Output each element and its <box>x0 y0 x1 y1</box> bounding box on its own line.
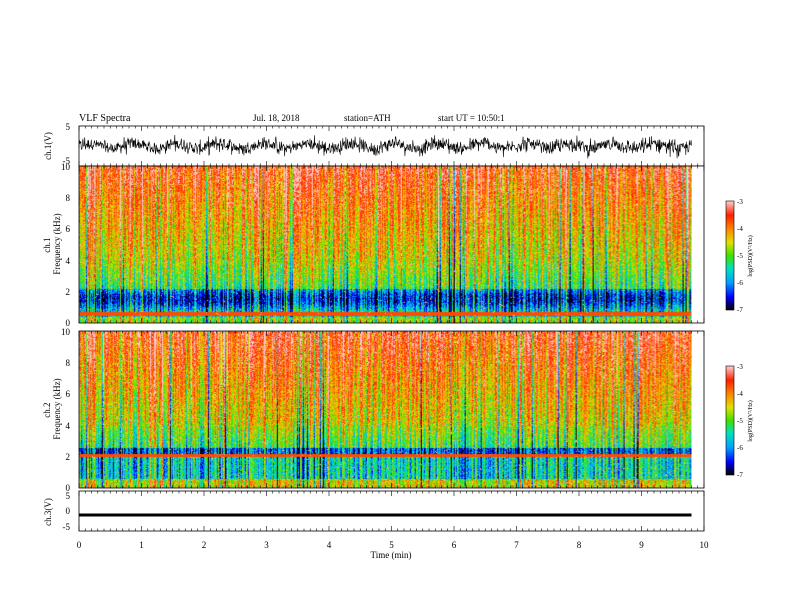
ch1-ytick-bottom: -5 <box>63 156 71 166</box>
x-tick-label: 5 <box>389 540 394 550</box>
ch2-ytick: 2 <box>66 452 71 462</box>
ch2-ylabel-line2: Frequency (kHz) <box>52 378 62 439</box>
panel-ch2-spectrogram: 0 2 4 6 8 10 ch.2 Frequency (kHz) -3 -4 … <box>42 327 754 493</box>
ch2-colorbar <box>725 365 735 476</box>
x-tick-label: 10 <box>700 540 710 550</box>
x-tick-label: 2 <box>202 540 207 550</box>
ch2-spectrogram-image <box>79 331 692 488</box>
ch2-colorbar-tick: -7 <box>737 471 743 479</box>
ch2-colorbar-tick: -3 <box>737 363 743 371</box>
ch1-frequency-ticks: 0 2 4 6 8 10 <box>61 162 71 328</box>
ch1-ytick: 8 <box>66 193 71 203</box>
ch1-ylabel-line2: Frequency (kHz) <box>52 213 62 274</box>
ch2-colorbar-label: log(PSD)(V²/Hz) <box>747 400 754 441</box>
ch1-colorbar-tick: -3 <box>737 198 743 206</box>
ch3-ylabel: ch.3(V) <box>43 498 53 526</box>
ch1-ylabel: ch.1(V) <box>43 132 53 160</box>
ch1-waveform-line <box>78 134 692 159</box>
ch2-ylabel-line1: ch.2 <box>42 403 52 418</box>
ch2-ytick: 0 <box>66 483 71 493</box>
ch1-colorbar-label: log(PSD)(V²/Hz) <box>747 235 754 276</box>
x-tick-label: 4 <box>327 540 332 550</box>
panel-ch1-spectrogram: 0 2 4 6 8 10 ch.1 Frequency (kHz) -3 -4 … <box>42 162 754 328</box>
ch1-ytick: 6 <box>66 224 71 234</box>
x-axis-label: Time (min) <box>371 550 412 560</box>
ch2-ytick: 4 <box>66 421 71 431</box>
x-tick-label: 3 <box>264 540 269 550</box>
panel-ch1-waveform: 5 -5 ch.1(V) <box>43 122 705 167</box>
x-tick-label: 0 <box>77 540 82 550</box>
time-axis: 0 1 2 3 4 5 6 7 8 9 10 <box>77 126 709 550</box>
ch3-ytick: -5 <box>63 522 71 532</box>
ch2-ytick: 8 <box>66 358 71 368</box>
ch1-ytick: 10 <box>61 162 71 172</box>
ch1-colorbar <box>725 200 735 311</box>
ch1-colorbar-tick: -4 <box>737 225 743 233</box>
ch3-ytick: 5 <box>66 491 71 501</box>
ch3-ytick: 0 <box>66 506 71 516</box>
ch1-colorbar-tick: -5 <box>737 252 743 260</box>
start-ut-label: start UT = 10:50:1 <box>438 113 505 123</box>
ch1-ytick-top: 5 <box>66 122 71 132</box>
x-tick-label: 6 <box>452 540 457 550</box>
date-label: Jul. 18, 2018 <box>253 113 300 123</box>
ch1-spectrogram-image <box>79 166 692 323</box>
panel-ch3-waveform: 5 0 -5 ch.3(V) <box>43 490 705 532</box>
ch2-colorbar-tick: -6 <box>737 444 743 452</box>
ch2-spectrogram-ylabel: ch.2 Frequency (kHz) <box>42 378 62 439</box>
panel-ch3-waveform-frame <box>78 490 705 532</box>
ch2-colorbar-tick: -5 <box>737 417 743 425</box>
ch1-ytick: 0 <box>66 318 71 328</box>
ch2-ytick: 6 <box>66 389 71 399</box>
x-tick-label: 9 <box>639 540 644 550</box>
ch1-colorbar-tick: -6 <box>737 279 743 287</box>
ch2-colorbar-tick: -4 <box>737 390 743 398</box>
figure-title: VLF Spectra <box>79 113 131 124</box>
x-tick-label: 7 <box>514 540 519 550</box>
x-tick-label: 1 <box>139 540 144 550</box>
ch2-ytick: 10 <box>61 327 71 337</box>
x-tick-label: 8 <box>577 540 582 550</box>
ch1-colorbar-tick: -7 <box>737 306 743 314</box>
ch1-ytick: 2 <box>66 287 71 297</box>
ch1-ytick: 4 <box>66 256 71 266</box>
panel-ch1-waveform-frame <box>78 125 705 167</box>
ch1-spectrogram-ylabel: ch.1 Frequency (kHz) <box>42 213 62 274</box>
ch1-ylabel-line1: ch.1 <box>42 238 52 253</box>
station-label: station=ATH <box>344 113 391 123</box>
